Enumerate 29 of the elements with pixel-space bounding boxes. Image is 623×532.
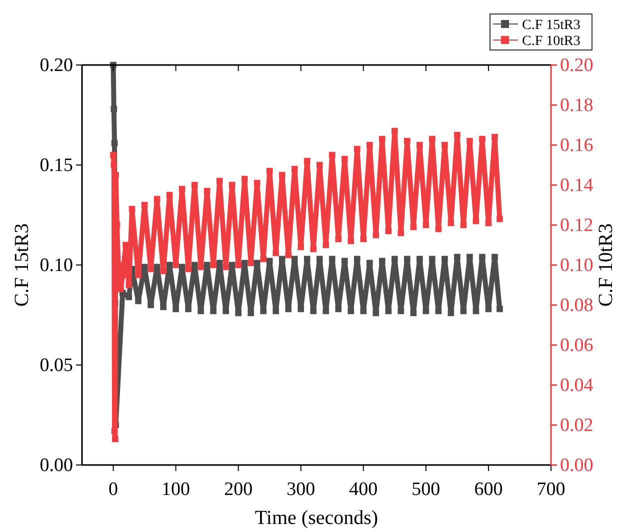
x-tick-label: 200	[224, 478, 253, 500]
y-tick-label: 0.05	[40, 355, 73, 376]
x-tick-label: 400	[349, 478, 378, 500]
y-tick-label: 0.00	[40, 455, 73, 476]
y2-tick-label: 0.06	[560, 335, 594, 356]
y2-tick-label: 0.10	[560, 255, 594, 276]
y-tick-label: 0.10	[40, 255, 73, 276]
y2-tick-label: 0.16	[560, 135, 594, 156]
y2-tick-label: 0.08	[560, 295, 594, 316]
y-tick-label: 0.15	[40, 155, 73, 176]
x-tick-label: 500	[412, 478, 440, 500]
x-axis-title: Time (seconds)	[254, 507, 378, 529]
y2-axis-title: C.F 10tR3	[595, 223, 617, 307]
x-tick-label: 700	[536, 478, 566, 500]
y2-tick-label: 0.14	[560, 175, 594, 196]
legend-label: C.F 15tR3	[522, 18, 580, 33]
x-tick-label: 100	[162, 478, 190, 500]
x-tick-label: 600	[474, 478, 503, 500]
y2-tick-label: 0.04	[560, 375, 594, 396]
y2-tick-label: 0.18	[560, 95, 594, 116]
legend-label: C.F 10tR3	[522, 34, 580, 49]
y-tick-label: 0.20	[40, 55, 73, 76]
x-tick-label: 0	[108, 478, 118, 500]
x-tick-label: 300	[286, 478, 316, 500]
y2-tick-label: 0.00	[560, 455, 594, 476]
y2-tick-label: 0.12	[560, 215, 594, 236]
y2-tick-label: 0.02	[560, 415, 594, 436]
y-axis-title: C.F 15tR3	[11, 223, 33, 307]
y2-tick-label: 0.20	[560, 55, 594, 76]
